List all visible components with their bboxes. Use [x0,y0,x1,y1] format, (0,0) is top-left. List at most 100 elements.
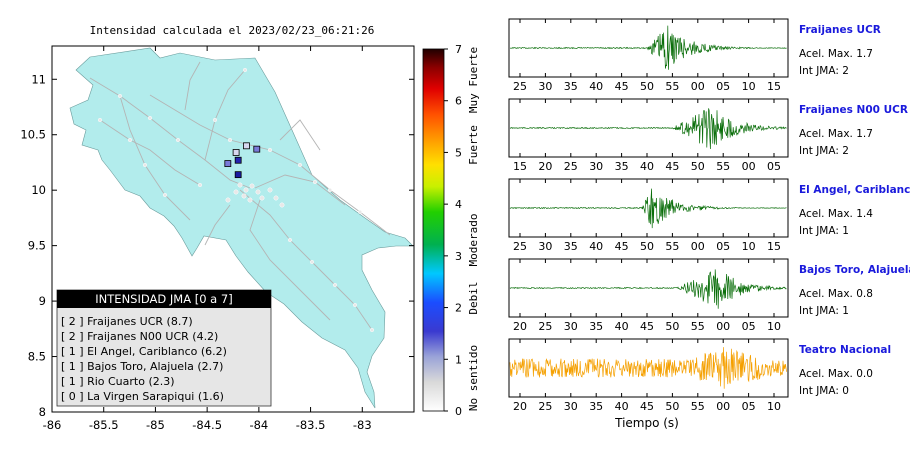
time-tick-label: 30 [538,80,552,93]
legend-item: [ 1 ] Rio Cuarto (2.3) [61,375,175,388]
accel-max-label: Acel. Max. 0.8 [799,288,873,300]
y-tick-label: 8 [39,405,46,419]
category-label: Fuerte [467,125,480,165]
station-name: El Angel, Cariblanco [799,184,910,196]
colorbar-category-labels: Muy Fuerte Fuerte Moderado Debil No sent… [467,47,480,411]
accel-max-label: Acel. Max. 1.7 [799,128,873,140]
time-tick-label: 00 [716,320,730,333]
city-dots [97,67,375,333]
time-tick-label: 25 [564,160,578,173]
time-tick-label: 45 [615,80,629,93]
time-tick-label: 15 [513,160,527,173]
jma-intensity-label: Int JMA: 1 [799,225,849,237]
time-tick-label: 35 [589,320,603,333]
category-label: No sentido [467,345,480,411]
time-tick-label: 00 [742,160,756,173]
time-tick-label: 20 [513,400,527,413]
time-tick-label: 40 [640,160,654,173]
x-tick-label: -84.5 [192,418,222,432]
time-tick-label: 25 [538,400,552,413]
y-tick-label: 9.5 [28,239,46,253]
waveform-panel: 20 25 30 35 40 45 50 55 00 05 10 Bajos Toro, Alajue… [508,258,910,333]
accel-max-label: Acel. Max. 1.4 [799,208,873,220]
category-label: Moderado [467,214,480,267]
time-tick-label: 45 [640,400,654,413]
time-tick-label: 40 [615,400,629,413]
time-tick-label: 45 [665,160,679,173]
station-marker [224,160,232,167]
time-tick-label: 05 [742,320,756,333]
time-tick-label: 00 [691,80,705,93]
legend-item: [ 2 ] Fraijanes N00 UCR (4.2) [61,330,218,343]
y-tick-label: 8.5 [28,350,46,364]
costa-rica-landmass [69,47,414,409]
category-label: Muy Fuerte [467,47,480,113]
time-tick-label: 30 [564,400,578,413]
waveform-trace [509,188,787,229]
time-tick-label: 30 [589,160,603,173]
time-tick-label: 40 [589,240,603,253]
time-tick-label: 35 [615,160,629,173]
time-tick-label: 15 [767,240,781,253]
time-tick-label: 05 [716,240,730,253]
station-marker [234,171,242,179]
x-tick-label: -83.5 [296,418,326,432]
y-tick-label: 9 [39,294,46,308]
time-tick-label: 50 [640,80,654,93]
x-tick-label: -83 [353,418,372,432]
time-tick-label: 25 [513,80,527,93]
time-axis-label: Tiempo (s) [614,416,679,430]
map-legend: INTENSIDAD JMA [0 a 7] [ 2 ] Fraijanes U… [56,289,272,407]
time-tick-label: 25 [538,320,552,333]
accel-max-label: Acel. Max. 0.0 [799,368,873,380]
colorbar-tick-label: 6 [455,95,462,108]
station-name: Fraijanes N00 UCR [799,104,908,116]
colorbar-tick-label: 4 [455,198,462,211]
time-tick-label: 55 [716,160,730,173]
category-label: Debil [467,281,480,314]
time-tick-label: 55 [665,240,679,253]
map-title: Intensidad calculada el 2023/02/23_06:21… [90,24,375,37]
time-tick-label: 40 [589,80,603,93]
time-tick-label: 55 [691,400,705,413]
intensity-colorbar [422,48,445,412]
jma-intensity-label: Int JMA: 1 [799,305,849,317]
legend-item: [ 1 ] El Angel, Cariblanco (6.2) [61,345,227,358]
time-tick-label: 35 [564,80,578,93]
y-tick-label: 10 [31,183,46,197]
time-tick-label: 10 [767,320,781,333]
time-tick-label: 45 [615,240,629,253]
station-name: Fraijanes UCR [799,24,881,36]
waveform-trace [509,25,787,70]
time-tick-label: 15 [767,80,781,93]
waveform-trace [509,108,787,150]
waveform-panels: 25 30 35 40 45 50 55 00 05 10 15 Fraijanes UCR Acel.… [508,18,910,430]
x-tick-label: -85.5 [89,418,119,432]
time-tick-label: 35 [589,400,603,413]
station-marker [234,156,242,164]
x-tick-label: -86 [43,418,62,432]
time-tick-label: 30 [538,240,552,253]
time-tick-label: 05 [716,80,730,93]
jma-intensity-label: Int JMA: 2 [799,65,849,77]
time-tick-label: 55 [691,320,705,333]
waveform-panel: 20 25 30 35 40 45 50 55 00 05 10 Teatro Nacional Ace… [508,338,891,413]
map-x-axis: -86 -85.5 -85 -84.5 -84 -83.5 -83 [43,46,372,432]
legend-item: [ 0 ] La Virgen Sarapiqui (1.6) [61,390,224,403]
time-tick-label: 00 [691,240,705,253]
waveform-trace [509,269,787,309]
time-tick-label: 50 [665,400,679,413]
time-tick-label: 35 [564,240,578,253]
station-marker [232,149,240,156]
time-tick-label: 50 [691,160,705,173]
time-tick-label: 50 [640,240,654,253]
colorbar-tick-label: 2 [455,302,462,315]
time-tick-label: 05 [742,400,756,413]
time-tick-label: 45 [640,320,654,333]
station-marker [243,142,250,150]
time-tick-label: 10 [742,80,756,93]
time-tick-label: 50 [665,320,679,333]
time-tick-label: 20 [513,320,527,333]
map-y-axis: 11 10.5 10 9.5 9 8.5 8 [20,72,414,419]
legend-item: [ 2 ] Fraijanes UCR (8.7) [61,315,193,328]
